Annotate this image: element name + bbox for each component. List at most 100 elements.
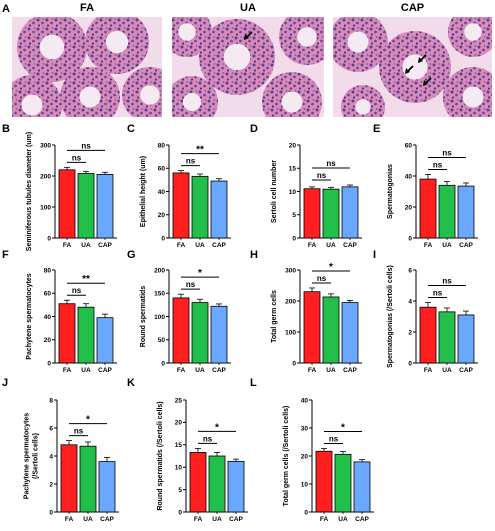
y-axis-label: Sertoli cell number xyxy=(271,160,278,223)
histology-image-ua: UA xyxy=(172,2,324,117)
bar-cap xyxy=(341,186,359,239)
tubule-lumen xyxy=(105,30,129,54)
y-tick-label: 40 xyxy=(301,397,309,404)
x-tick-label: CAP xyxy=(100,516,114,523)
bar-ua xyxy=(79,445,97,513)
significance-label: ns xyxy=(72,286,82,295)
y-axis-label: Round spermatids (/Sertoli cells) xyxy=(157,401,164,510)
bar-fa xyxy=(58,303,76,364)
y-tick-label: 15 xyxy=(289,166,297,173)
tubule-lumen xyxy=(178,23,196,41)
x-tick-label: FA xyxy=(63,242,72,249)
bar-fa xyxy=(189,452,207,513)
bar-cap xyxy=(96,317,114,364)
chart-j: J 0 2 4 6 8 Pachytene spermatocytes (/Sertoli c… xyxy=(2,377,119,523)
y-tick-label: 300 xyxy=(285,267,296,274)
bar-cap xyxy=(210,180,228,239)
significance-label: ns xyxy=(317,171,327,180)
x-tick-label: CAP xyxy=(98,367,112,374)
panel-label-c: C xyxy=(127,123,135,135)
y-tick-label: 0 xyxy=(292,360,296,367)
bar-ua xyxy=(208,455,226,513)
panel-label-h: H xyxy=(250,249,258,261)
bar-fa xyxy=(60,444,78,513)
y-tick-label: 60 xyxy=(44,291,52,298)
panel-label-l: L xyxy=(250,377,257,389)
tubule-lumen xyxy=(355,99,371,115)
x-tick-label: UA xyxy=(212,516,222,523)
tubule-lumen xyxy=(39,34,65,60)
significance-label: * xyxy=(329,262,333,273)
significance-label: ns xyxy=(433,289,443,298)
y-axis-label: Spermatogonias (/Sertoli cells) xyxy=(387,265,394,368)
histology-title: FA xyxy=(80,2,94,14)
y-tick-label: 20 xyxy=(289,142,297,149)
bar-fa xyxy=(419,306,437,364)
x-tick-label: CAP xyxy=(98,242,112,249)
y-tick-label: 40 xyxy=(405,173,413,180)
tubule-lumen xyxy=(281,91,303,113)
x-tick-label: FA xyxy=(308,367,317,374)
x-tick-label: UA xyxy=(442,367,452,374)
y-tick-label: 100 xyxy=(40,204,51,211)
x-tick-label: CAP xyxy=(212,367,226,374)
significance-label: ** xyxy=(196,145,204,156)
bar-fa xyxy=(172,297,190,364)
y-tick-label: 40 xyxy=(158,189,166,196)
panel-label-j: J xyxy=(2,377,8,389)
x-tick-label: CAP xyxy=(459,367,473,374)
y-tick-label: 25 xyxy=(175,397,183,404)
x-tick-label: UA xyxy=(83,516,93,523)
y-tick-label: 20 xyxy=(405,204,413,211)
x-tick-label: FA xyxy=(177,242,186,249)
significance-label: ns xyxy=(203,434,213,443)
y-tick-label: 60 xyxy=(158,166,166,173)
x-tick-label: CAP xyxy=(343,242,357,249)
chart-d: D 0 5 10 15 20 Sertoli cell number FA UA CAP ns ns xyxy=(250,123,362,249)
y-tick-label: 5 xyxy=(292,212,296,219)
significance-label: ns xyxy=(442,148,452,157)
x-tick-label: CAP xyxy=(355,516,369,523)
y-tick-label: 15 xyxy=(175,442,183,449)
histology-image-fa: FA xyxy=(12,2,162,117)
tubule-lumen xyxy=(347,31,369,53)
bar-cap xyxy=(341,302,359,364)
chart-c: C 0 20 40 60 80 Epithelial height (um) FA UA CAP n… xyxy=(127,123,231,249)
bar-ua xyxy=(77,306,95,364)
y-tick-label: 20 xyxy=(158,212,166,219)
significance-label: ns xyxy=(72,153,82,162)
bar-fa xyxy=(172,172,190,239)
x-tick-label: FA xyxy=(194,516,203,523)
bar-ua xyxy=(322,188,340,239)
y-tick-label: 50 xyxy=(158,337,166,344)
bar-cap xyxy=(227,460,245,513)
bar-ua xyxy=(334,453,352,513)
tubule-lumen xyxy=(21,94,43,116)
y-axis-label: Total germ cells xyxy=(271,290,278,343)
y-axis-label: Pachytene spermatocytes xyxy=(24,413,31,499)
y-tick-label: 0 xyxy=(161,360,165,367)
panel-label-a: A xyxy=(2,3,10,15)
histology-image-cap: CAP xyxy=(333,2,492,117)
tubule-lumen xyxy=(140,85,160,105)
x-tick-label: UA xyxy=(326,242,336,249)
y-tick-label: 8 xyxy=(49,397,53,404)
x-tick-label: FA xyxy=(177,367,186,374)
significance-label: ns xyxy=(433,160,443,169)
y-tick-label: 20 xyxy=(301,453,309,460)
significance-label: * xyxy=(86,415,90,426)
y-tick-label: 0 xyxy=(178,509,182,516)
bar-ua xyxy=(438,311,456,364)
histology-panels: FA UA CAP xyxy=(12,2,492,117)
bar-cap xyxy=(457,314,475,364)
bar-cap xyxy=(353,461,371,513)
panel-label-b: B xyxy=(2,123,10,135)
y-tick-label: 100 xyxy=(154,314,165,321)
y-tick-label: 0 xyxy=(161,235,165,242)
bar-fa xyxy=(315,450,333,513)
chart-k: K 0 5 10 15 20 25 Round spermatids (/Sertoli ce… xyxy=(127,377,248,523)
x-tick-label: FA xyxy=(65,516,74,523)
y-tick-label: 2 xyxy=(408,329,412,336)
y-tick-label: 80 xyxy=(44,267,52,274)
